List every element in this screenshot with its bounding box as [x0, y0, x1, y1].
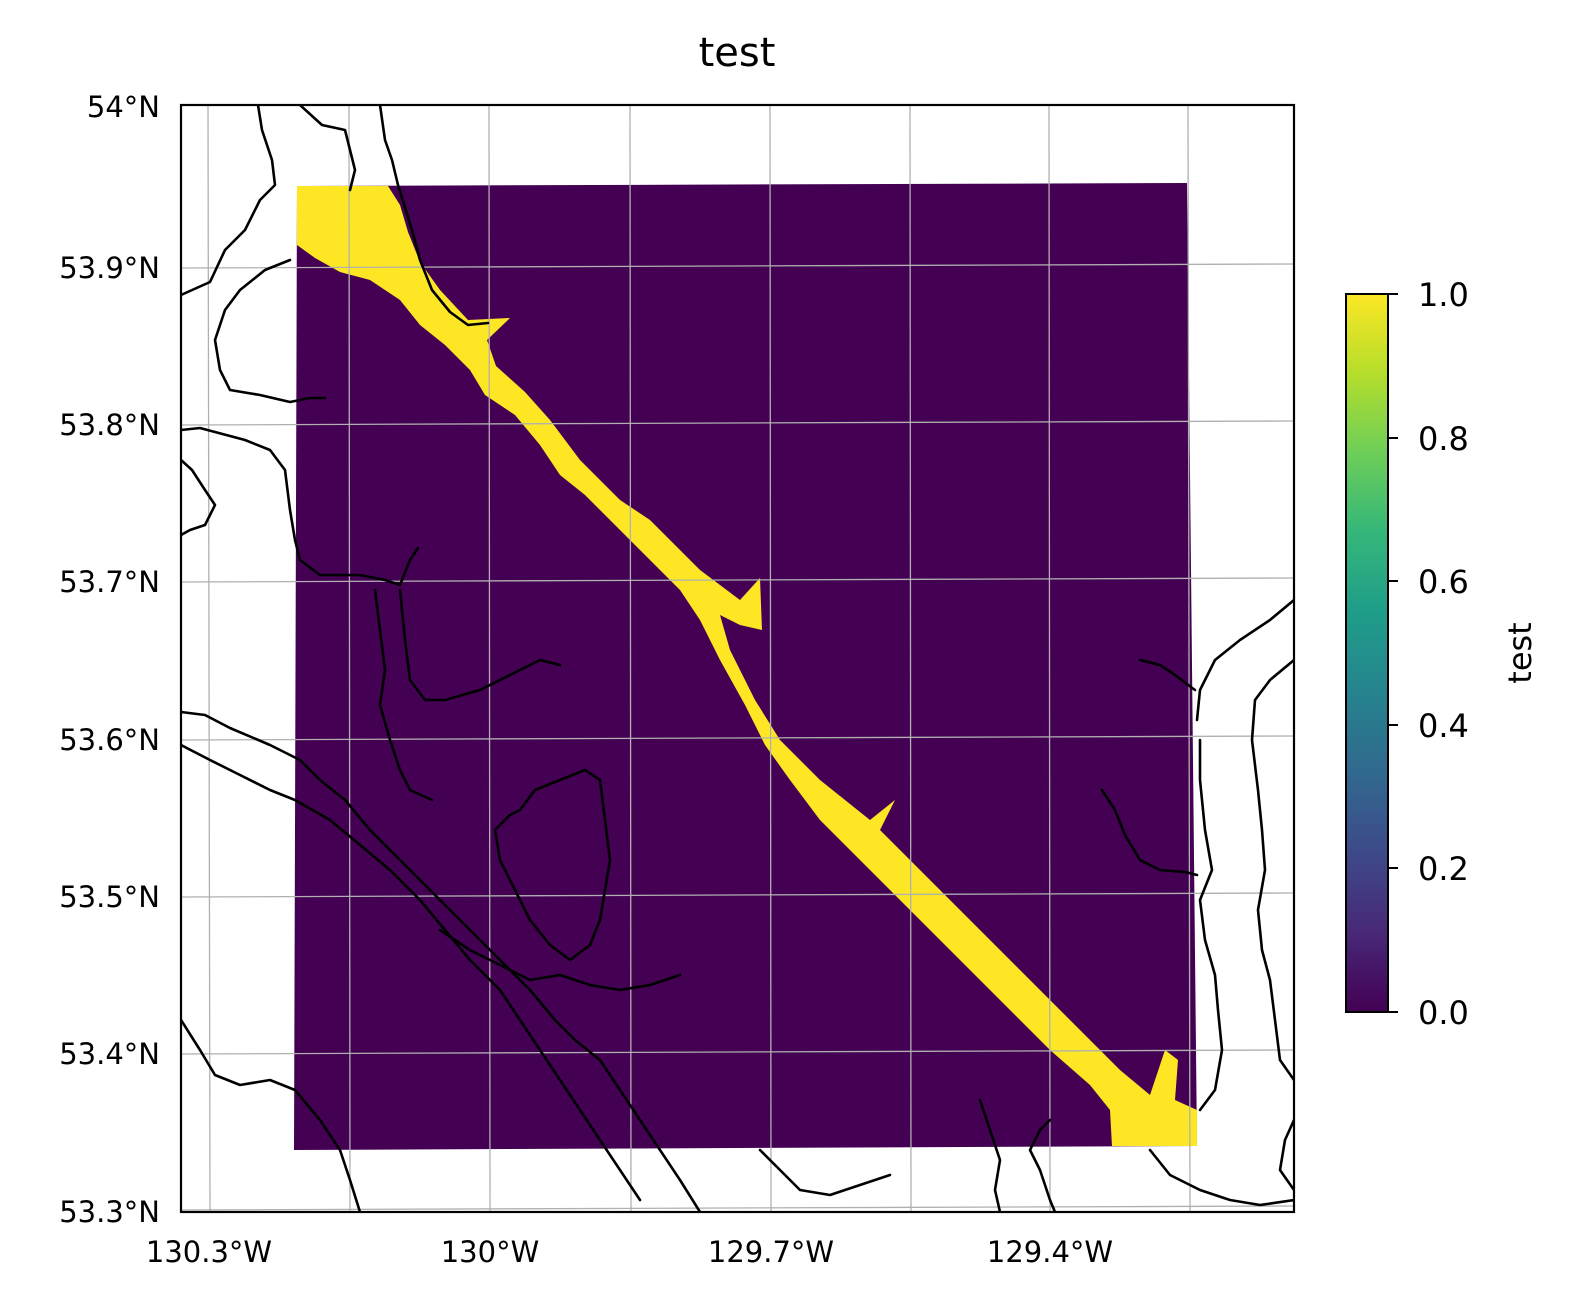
lon-label: 130°W — [441, 1235, 540, 1269]
lat-label: 54°N — [87, 90, 160, 124]
coastlines — [181, 105, 1294, 1212]
colorbar: 0.0 0.2 0.4 0.6 0.8 1.0 test — [1345, 276, 1539, 1032]
map-plot-area — [181, 105, 1294, 1212]
lat-label: 53.5°N — [59, 880, 160, 914]
data-field — [294, 183, 1197, 1150]
lat-label: 53.8°N — [59, 408, 160, 442]
axes-frame — [179, 103, 1296, 1214]
lat-label: 53.6°N — [59, 723, 160, 757]
colorbar-tick-label: 0.6 — [1418, 563, 1469, 601]
lon-label: 129.4°W — [987, 1235, 1113, 1269]
colorbar-tick-label: 1.0 — [1418, 276, 1469, 314]
colorbar-tick-label: 0.4 — [1418, 707, 1469, 745]
lon-label: 130.3°W — [146, 1235, 272, 1269]
colorbar-gradient — [1345, 293, 1389, 1013]
colorbar-tick-label: 0.8 — [1418, 420, 1469, 458]
colorbar-tick-label: 0.0 — [1418, 994, 1469, 1032]
colorbar-ticks — [1388, 293, 1398, 1013]
lat-label: 53.4°N — [59, 1037, 160, 1071]
colorbar-label: test — [1501, 622, 1539, 683]
lat-labels: 54°N 53.9°N 53.8°N 53.7°N 53.6°N 53.5°N … — [59, 90, 160, 1229]
colorbar-tick-label: 0.2 — [1418, 850, 1469, 888]
lat-label: 53.7°N — [59, 565, 160, 599]
lat-label: 53.9°N — [59, 251, 160, 285]
lat-label: 53.3°N — [59, 1195, 160, 1229]
gridlines — [181, 105, 1294, 1212]
chart-title: test — [699, 30, 776, 76]
lon-label: 129.7°W — [708, 1235, 834, 1269]
lon-labels: 130.3°W 130°W 129.7°W 129.4°W — [146, 1235, 1113, 1269]
channel-mask — [297, 186, 1197, 1146]
